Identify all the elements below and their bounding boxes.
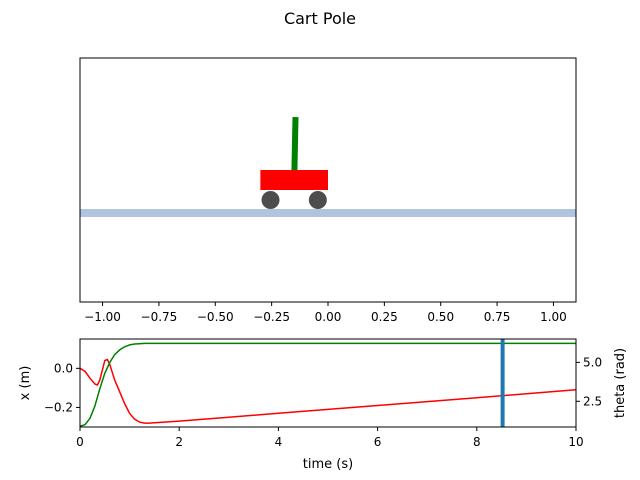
scene-x-tick-label: 0.50 — [427, 310, 454, 324]
scene-x-tick-label: 0.25 — [371, 310, 398, 324]
time-x-tick-label: 8 — [473, 435, 481, 449]
time-x-tick-label: 10 — [568, 435, 583, 449]
time-x-tick-label: 4 — [275, 435, 283, 449]
cart — [260, 170, 328, 190]
y-left-tick-label: −0.2 — [44, 400, 73, 414]
scene-axes: −1.00 −0.75 −0.50 −0.25 0.00 0.25 0.50 0.75 1.00 — [79, 57, 577, 324]
y-right-tick-label: 5.0 — [583, 355, 602, 369]
y-left-axis-label: x (m) — [18, 366, 33, 401]
scene-x-tick-label: −1.00 — [84, 310, 121, 324]
scene-x-tick-label: 0.75 — [484, 310, 511, 324]
scene-x-tick-label: −0.50 — [197, 310, 234, 324]
x-axis-label: time (s) — [303, 457, 353, 472]
time-x-tick-label: 2 — [175, 435, 183, 449]
scene-x-tick-label: 0.00 — [315, 310, 342, 324]
y-right-tick-label: 2.5 — [583, 394, 602, 408]
scene-x-tick-label: −0.75 — [141, 310, 178, 324]
timeseries-ticks: 0 2 4 6 8 10 0.0 −0.2 5.0 2.5 — [44, 355, 602, 449]
scene-x-ticks: −1.00 −0.75 −0.50 −0.25 0.00 0.25 0.50 0.75 1.00 — [84, 302, 567, 324]
time-x-tick-label: 6 — [374, 435, 382, 449]
timeseries-axes: 0 2 4 6 8 10 0.0 −0.2 5.0 2.5 time (s) x (m) thet… — [18, 338, 628, 472]
timeseries-background — [80, 339, 576, 427]
left-wheel — [261, 191, 280, 209]
x-position-line — [80, 358, 576, 424]
theta-line — [80, 342, 576, 427]
time-x-tick-label: 0 — [76, 435, 84, 449]
right-wheel — [308, 191, 327, 209]
scene-x-tick-label: 1.00 — [540, 310, 567, 324]
scene-x-tick-label: −0.25 — [253, 310, 290, 324]
figure-title: Cart Pole — [284, 9, 356, 28]
y-left-tick-label: 0.0 — [54, 361, 73, 375]
y-right-axis-label: theta (rad) — [613, 348, 628, 418]
timeseries-frame — [79, 338, 577, 428]
track — [80, 209, 576, 217]
